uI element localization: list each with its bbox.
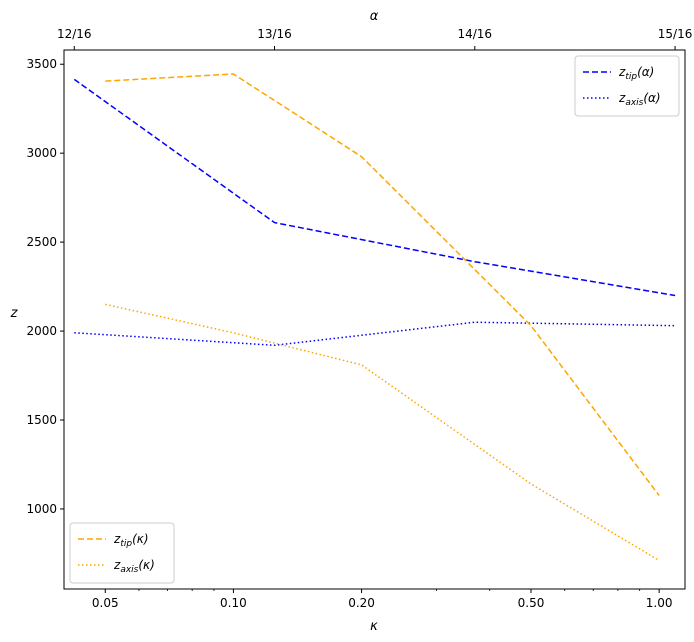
series-line [105,303,660,562]
x-tick-label-top: 13/16 [257,27,292,41]
legend-frame [574,55,680,117]
y-tick-label: 2500 [26,235,57,249]
legend: ztip(κ)zaxis(κ) [69,522,175,584]
x-tick-label-top: 14/16 [457,27,492,41]
y-tick-label: 1500 [26,413,57,427]
legend-label-subscript: tip [625,72,637,82]
y-axis-label: z [10,306,19,321]
legend-label: ztip(κ) [113,532,149,549]
series-line [74,321,676,347]
x-tick-label-bottom: 0.05 [92,596,119,610]
x-tick-label-top: 12/16 [57,27,92,41]
x-axis-label-bottom: κ [370,619,378,634]
legend-label: zaxis(κ) [113,558,155,575]
legend-label-argument: (κ) [138,558,154,572]
y-tick-label: 3500 [26,57,57,71]
y-tick-label: 3000 [26,146,57,160]
x-tick-label-bottom: 0.20 [348,596,375,610]
legend-label-main: z [113,558,121,572]
legend-label-argument: (κ) [132,532,148,546]
legend: ztip(α)zaxis(α) [574,55,680,117]
legend-label-subscript: tip [120,539,132,549]
legend-label-main: z [113,532,121,546]
x-axis-label-top: α [370,9,379,24]
plot-frame [63,49,686,590]
legend-label-main: z [618,91,626,105]
series-line [73,78,676,297]
legend-frame [69,522,175,584]
legend-label-argument: (α) [637,65,654,79]
x-tick-label-bottom: 0.50 [518,596,545,610]
legend-label: zaxis(α) [618,91,661,108]
legend-label: ztip(α) [618,65,654,82]
series-line [105,73,660,497]
x-tick-label-bottom: 1.00 [646,596,673,610]
x-tick-label-bottom: 0.10 [220,596,247,610]
legend-label-subscript: axis [120,565,138,575]
y-tick-label: 2000 [26,324,57,338]
plot-area: 1000 1500 2000 2500 3000 3500 0.05 0.10 0.20 0.50… [26,27,692,610]
legend-label-subscript: axis [625,98,643,108]
x-tick-label-top: 15/16 [658,27,693,41]
legend-label-main: z [618,65,626,79]
y-tick-label: 1000 [26,502,57,516]
legend-label-argument: (α) [643,91,660,105]
